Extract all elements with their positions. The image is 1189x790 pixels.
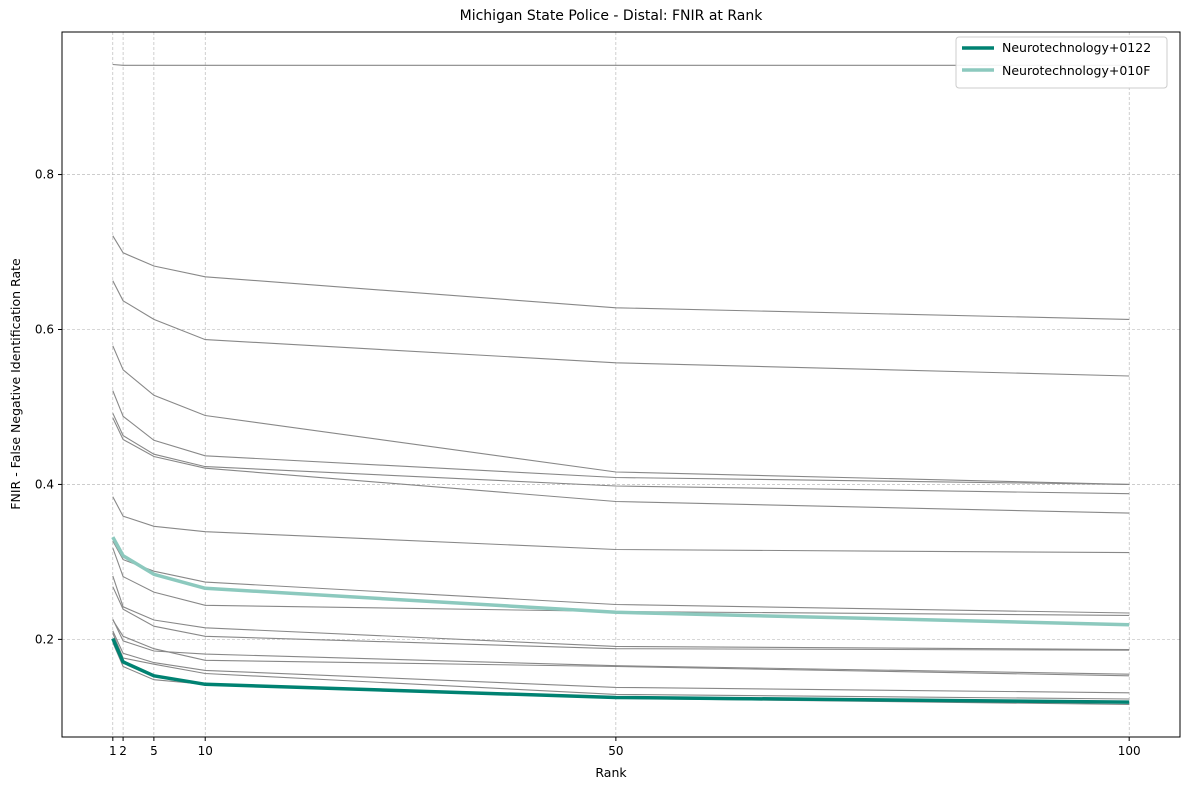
y-tick-label: 0.2 xyxy=(35,632,54,646)
x-axis-ticks: 1 2 5 10 50 100 xyxy=(109,737,1141,758)
legend: Neurotechnology+0122 Neurotechnology+010… xyxy=(955,36,1168,89)
x-tick-label: 10 xyxy=(198,744,213,758)
background-series-line xyxy=(112,63,1130,66)
background-series-line xyxy=(112,547,1130,616)
background-series-line xyxy=(112,630,1130,694)
background-series-line xyxy=(112,412,1130,495)
background-series-line xyxy=(112,586,1130,651)
background-series-line xyxy=(112,619,1130,677)
plot-frame xyxy=(61,31,1181,738)
background-series-line xyxy=(112,496,1130,554)
y-tick-label: 0.8 xyxy=(35,168,54,182)
series-line-neurotechnology-0122 xyxy=(111,637,1130,704)
background-series-line xyxy=(112,235,1130,320)
legend-label-neurotechnology-0122: Neurotechnology+0122 xyxy=(1002,40,1151,55)
background-series-line xyxy=(112,390,1130,485)
y-tick-label: 0.6 xyxy=(35,322,54,336)
x-axis-label: Rank xyxy=(595,765,627,780)
y-axis-label: FNIR - False Negative Identification Rat… xyxy=(8,258,23,510)
legend-label-neurotechnology-010f: Neurotechnology+010F xyxy=(1002,63,1150,78)
background-series-line xyxy=(112,540,1130,614)
x-tick-label: 2 xyxy=(119,744,127,758)
background-series-line xyxy=(112,618,1130,675)
x-tick-label: 50 xyxy=(608,744,623,758)
chart-title: Michigan State Police - Distal: FNIR at … xyxy=(460,8,764,24)
y-axis-ticks: 0.2 0.4 0.6 0.8 xyxy=(35,168,62,646)
legend-box xyxy=(955,36,1168,89)
y-tick-label: 0.4 xyxy=(35,477,54,491)
x-tick-label: 1 xyxy=(109,744,117,758)
x-tick-label: 5 xyxy=(150,744,158,758)
highlighted-series xyxy=(111,536,1130,704)
grid-lines xyxy=(62,32,1180,737)
background-series-line xyxy=(112,280,1130,377)
series-line-neurotechnology-010f xyxy=(111,536,1130,627)
background-series-line xyxy=(112,417,1130,514)
x-tick-label: 100 xyxy=(1118,744,1141,758)
background-series-line xyxy=(112,345,1130,485)
background-series-line xyxy=(112,575,1130,651)
